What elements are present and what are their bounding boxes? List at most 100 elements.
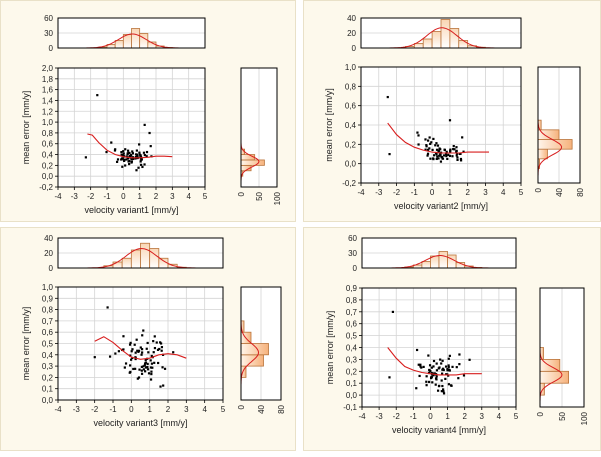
data-point xyxy=(141,165,144,169)
data-point xyxy=(441,368,444,371)
data-point xyxy=(440,362,443,365)
y-tick-label: 0,6 xyxy=(42,328,54,337)
data-point xyxy=(122,158,125,161)
data-point xyxy=(425,375,428,378)
data-point xyxy=(447,366,450,369)
x-tick-label: 3 xyxy=(184,405,189,414)
x-tick-label: -2 xyxy=(87,192,95,201)
data-point xyxy=(140,348,144,351)
data-point xyxy=(450,384,453,387)
data-point xyxy=(432,365,435,368)
data-point xyxy=(458,363,461,366)
x-tick-label: -4 xyxy=(358,412,366,421)
data-point xyxy=(447,368,451,371)
data-point xyxy=(415,348,419,352)
data-point xyxy=(439,160,443,163)
data-point xyxy=(124,148,127,151)
data-point xyxy=(430,141,433,144)
data-point xyxy=(140,365,143,368)
top-hist-frame xyxy=(360,17,522,49)
right-hist-bar xyxy=(240,343,269,356)
data-point xyxy=(434,383,437,386)
top-hist-tick-label: 30 xyxy=(44,29,53,38)
right-hist-tick-label: 40 xyxy=(555,187,564,196)
data-point xyxy=(448,154,452,157)
y-tick-label: 0,8 xyxy=(345,82,357,91)
right-hist-tick-label: 50 xyxy=(558,411,567,420)
x-tick-label: 5 xyxy=(514,412,519,421)
data-point xyxy=(136,377,139,380)
data-point xyxy=(135,149,138,152)
data-point xyxy=(437,157,440,160)
y-tick-label: 0,9 xyxy=(346,284,358,293)
right-hist-tick-label: 80 xyxy=(277,404,286,413)
x-tick-label: -2 xyxy=(91,405,99,414)
x-tick-label: -3 xyxy=(73,405,81,414)
y-tick-label: 0,5 xyxy=(346,332,358,341)
data-point xyxy=(150,370,153,373)
data-point xyxy=(130,161,133,164)
data-point xyxy=(436,389,440,392)
right-hist-tick-label: 0 xyxy=(237,404,246,409)
top-hist-tick-label: 20 xyxy=(347,29,356,38)
data-point xyxy=(455,154,458,157)
data-point xyxy=(145,150,149,154)
top-hist-tick-label: 40 xyxy=(44,234,53,243)
x-tick-label: -4 xyxy=(54,192,62,201)
data-point xyxy=(429,369,432,373)
data-point xyxy=(128,162,131,166)
data-point xyxy=(146,368,150,371)
x-tick-label: 4 xyxy=(497,412,502,421)
panel-variant3: -4 -3 -2 -1 0 1 2 3 4 5 0,0 0,1 0,2 0,3 0,4 0,5 0,6 0,7 0,… xyxy=(0,227,296,451)
data-point xyxy=(96,94,99,97)
data-point xyxy=(134,351,137,354)
data-point xyxy=(160,346,164,349)
data-point xyxy=(120,157,124,160)
data-point xyxy=(386,95,389,99)
data-point xyxy=(427,354,430,357)
y-axis-label: mean error [mm/y] xyxy=(325,311,335,385)
data-point xyxy=(436,155,439,158)
top-hist-bar xyxy=(139,33,149,49)
x-tick-label: 1 xyxy=(147,405,152,414)
x-tick-label: -1 xyxy=(410,412,418,421)
data-point xyxy=(444,153,448,156)
x-axis-label: velocity variant3 [mm/y] xyxy=(93,418,187,428)
data-point xyxy=(134,157,137,160)
data-point xyxy=(130,350,133,353)
data-point xyxy=(428,380,431,384)
y-tick-label: 0,4 xyxy=(346,344,358,353)
x-tick-label: 3 xyxy=(480,412,485,421)
data-point xyxy=(129,354,132,357)
y-tick-label: 0,8 xyxy=(42,129,54,138)
x-tick-label: 3 xyxy=(170,192,175,201)
data-point xyxy=(439,152,442,155)
x-tick-label: 4 xyxy=(202,405,207,414)
x-tick-label: -1 xyxy=(411,188,419,197)
data-point xyxy=(106,306,109,309)
data-point xyxy=(445,154,448,158)
x-tick-label: 5 xyxy=(519,188,524,197)
data-point xyxy=(127,151,130,154)
data-point xyxy=(449,148,452,151)
data-point xyxy=(435,362,438,365)
data-point xyxy=(144,370,147,373)
y-tick-label: 0,8 xyxy=(346,296,358,305)
data-point xyxy=(122,348,125,351)
data-point xyxy=(440,390,443,393)
x-tick-label: -1 xyxy=(109,405,117,414)
data-point xyxy=(435,369,439,372)
data-point xyxy=(433,154,436,157)
data-point xyxy=(428,136,431,139)
top-hist-bar xyxy=(140,242,151,269)
y-tick-label: 0,4 xyxy=(345,121,357,130)
x-tick-label: 5 xyxy=(203,192,208,201)
x-tick-label: -3 xyxy=(375,188,383,197)
data-point xyxy=(468,358,471,361)
data-point xyxy=(417,363,420,366)
data-point xyxy=(447,374,450,377)
data-point xyxy=(153,335,156,338)
data-point xyxy=(446,157,449,161)
data-point xyxy=(156,348,160,351)
y-tick-label: 0,0 xyxy=(42,396,54,405)
